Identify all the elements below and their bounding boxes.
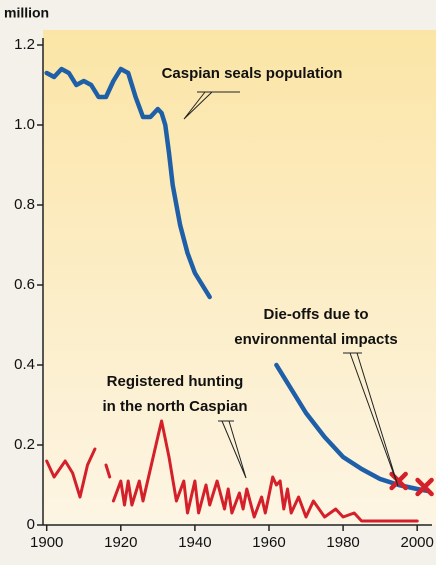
annotation: Die-offs due to <box>264 306 369 323</box>
y-tick-label: 0.2 <box>14 436 35 453</box>
callout-pointer <box>218 420 247 479</box>
plot-background <box>43 30 436 525</box>
x-tick-label: 1980 <box>326 534 359 551</box>
series-line <box>44 66 431 494</box>
callout-pointer <box>343 352 399 487</box>
y-tick-label: 0.8 <box>14 196 35 213</box>
x-tick-label: 1940 <box>178 534 211 551</box>
x-tick-label: 2000 <box>400 534 433 551</box>
series-line <box>45 419 419 523</box>
annotation: environmental impacts <box>234 331 397 348</box>
annotation: Caspian seals population <box>162 65 343 82</box>
x-tick-label: 1900 <box>30 534 63 551</box>
annotation: Registered hunting <box>107 373 244 390</box>
y-tick-label: 0.6 <box>14 276 35 293</box>
y-tick-label: 0 <box>27 516 35 533</box>
y-tick-label: 1.2 <box>14 36 35 53</box>
y-axis-label: million <box>4 5 49 21</box>
callout-pointer <box>183 91 240 120</box>
x-tick-label: 1920 <box>104 534 137 551</box>
y-tick-label: 0.4 <box>14 356 35 373</box>
y-tick-label: 1.0 <box>14 116 35 133</box>
annotation: in the north Caspian <box>102 398 247 415</box>
die-off-marker <box>415 477 434 497</box>
x-tick-label: 1960 <box>252 534 285 551</box>
